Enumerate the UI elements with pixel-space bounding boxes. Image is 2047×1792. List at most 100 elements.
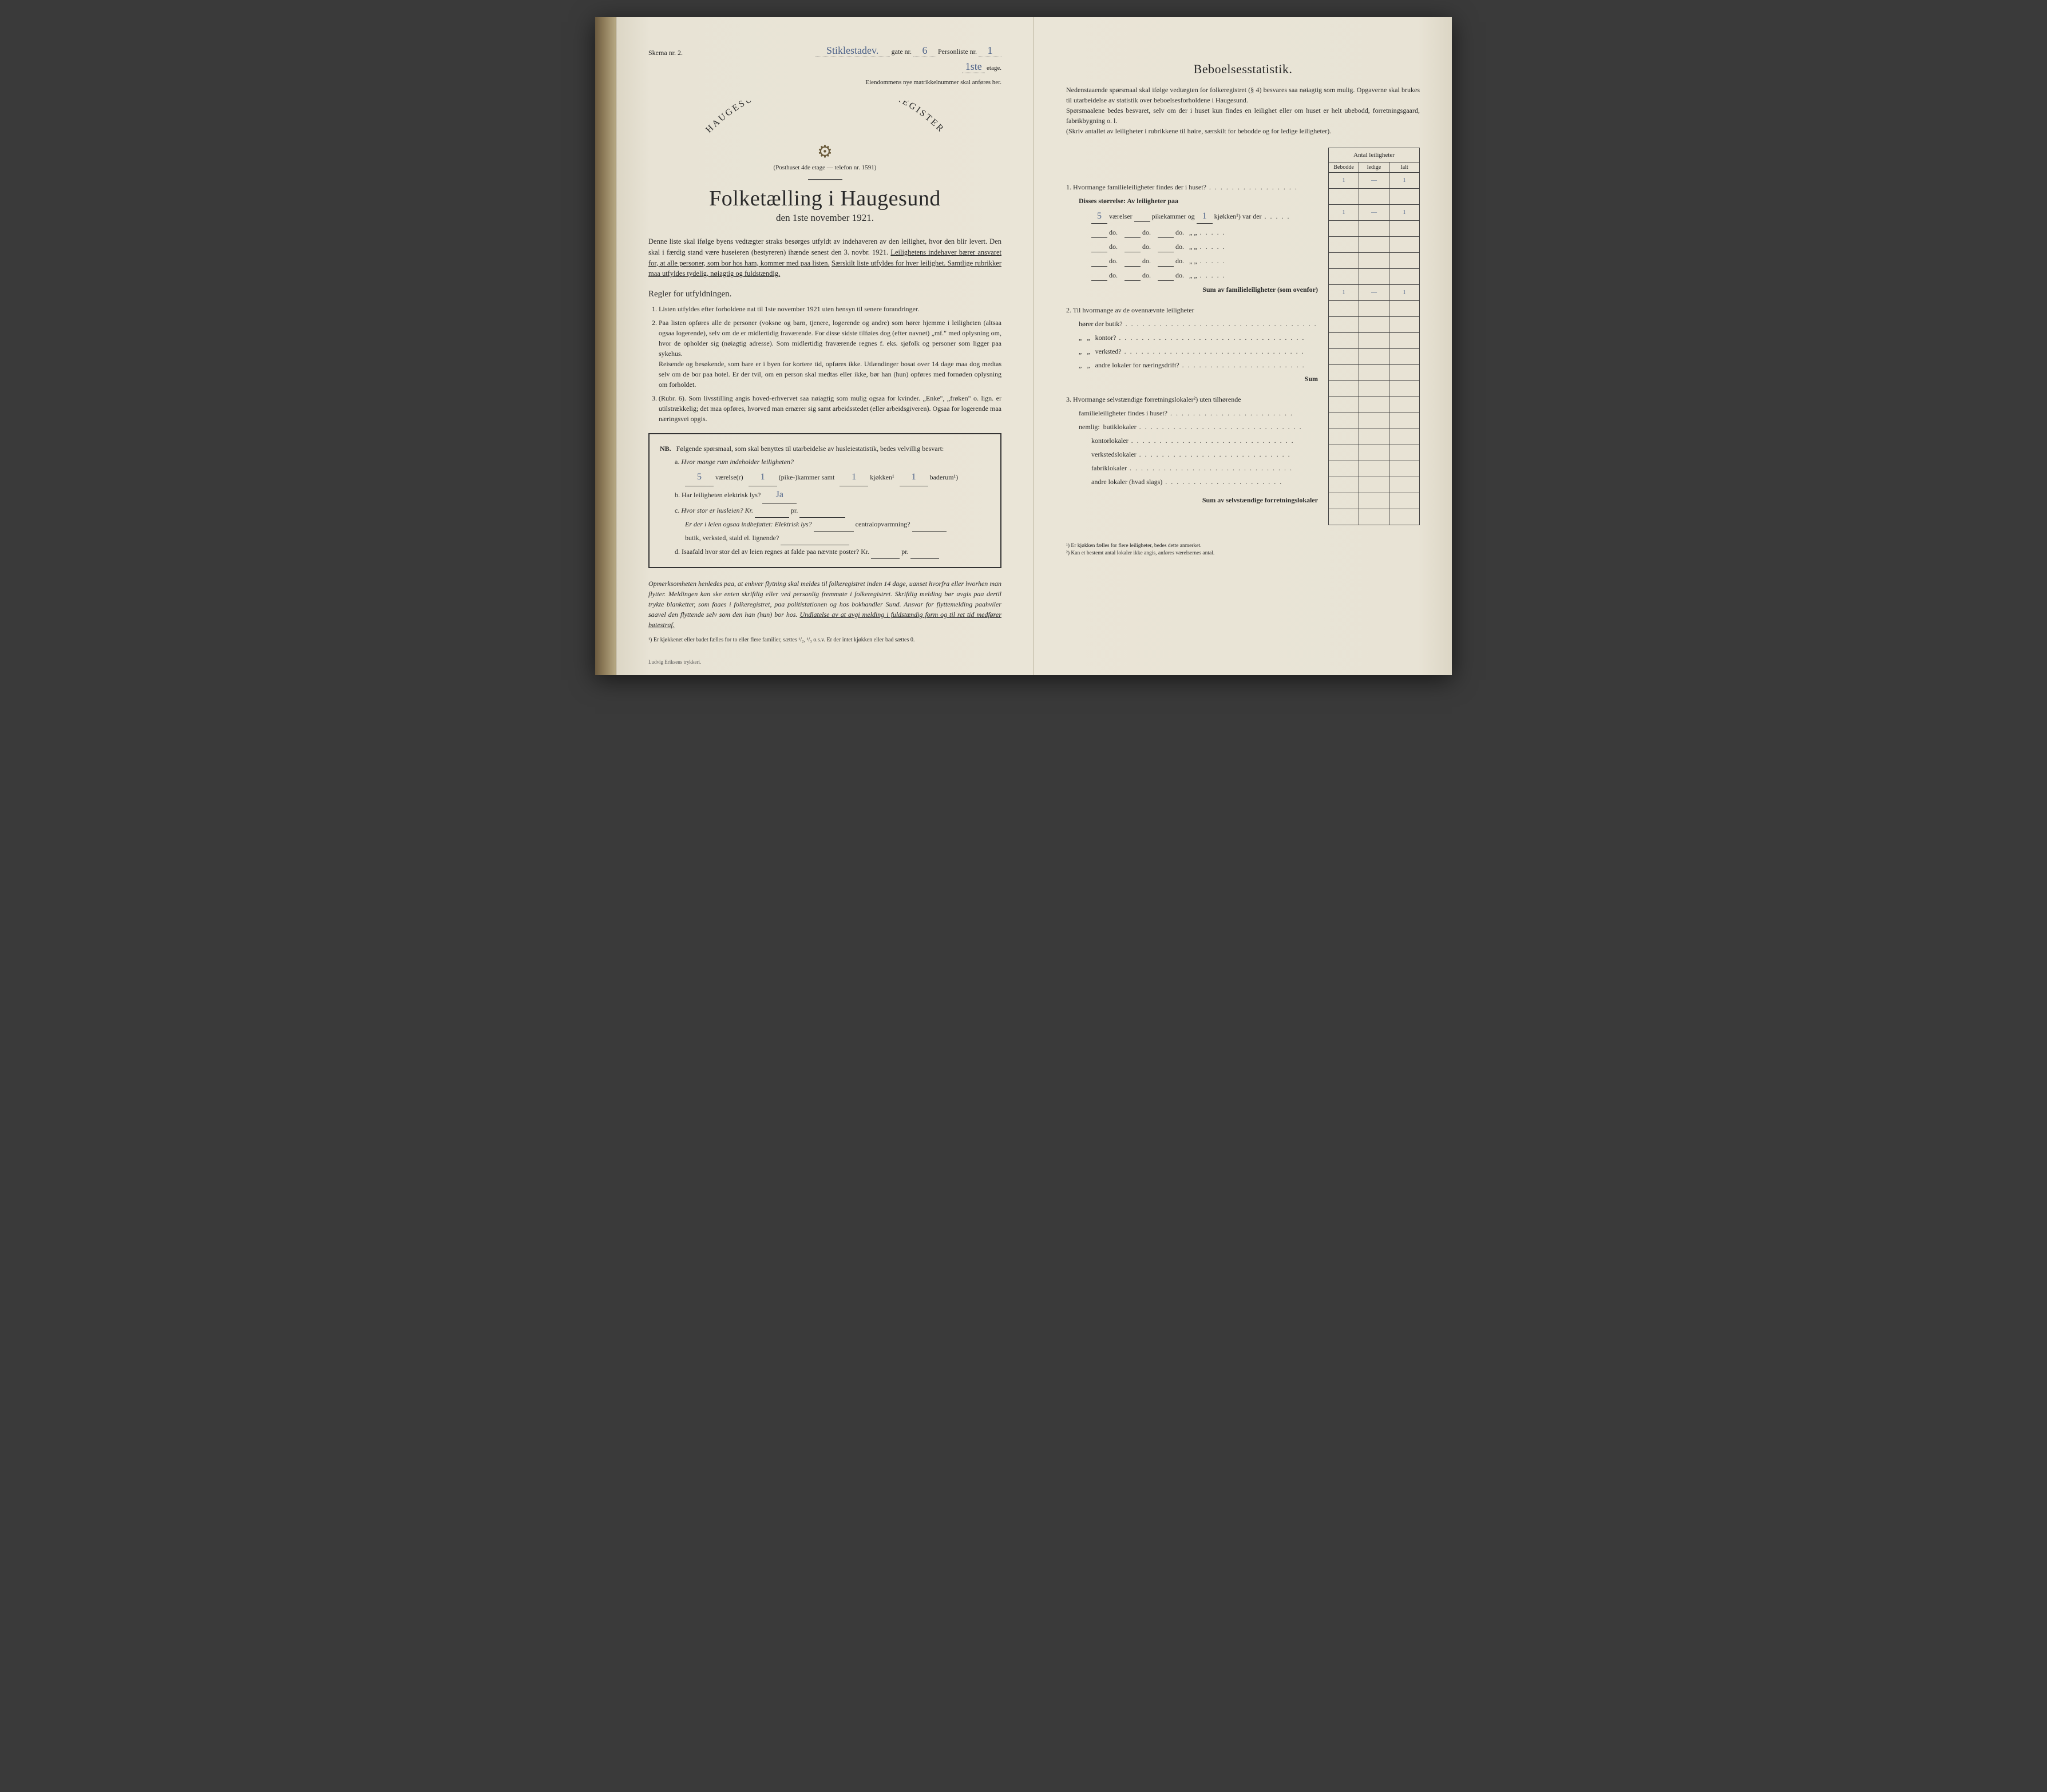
q2a: hører der butik? . . . . . . . . . . . .… xyxy=(1066,319,1323,329)
right-page: Beboelsesstatistik. Nedenstaaende spørsm… xyxy=(1034,17,1452,675)
nb-label: NB. xyxy=(660,445,671,453)
street-handwritten: Stiklestadev. xyxy=(815,45,890,57)
nb-pike: 1 xyxy=(749,469,777,486)
stats-questions: 1. Hvormange familieleiligheter findes d… xyxy=(1066,148,1323,509)
gate-value: 6 xyxy=(913,45,936,57)
row-do-4: do. do. do. „ „ . . . . . xyxy=(1066,270,1323,281)
rules-list: Listen utfyldes efter forholdene nat til… xyxy=(648,304,1001,424)
main-title: Folketælling i Haugesund xyxy=(648,186,1001,211)
table-row xyxy=(1329,429,1420,445)
etage-value: 1ste xyxy=(962,61,985,73)
book-spine xyxy=(595,17,616,675)
matrikkel-note: Eiendommens nye matrikkelnummer skal anf… xyxy=(648,79,1001,86)
table-row xyxy=(1329,413,1420,429)
etage-row: 1ste etage. xyxy=(648,61,1001,73)
table-row xyxy=(1329,269,1420,285)
nb-b: Har leiligheten elektrisk lys? xyxy=(682,491,761,499)
arched-title: HAUGESUNDS KOMMUNALE FOLKEREGISTER xyxy=(648,101,1001,141)
col-bebodde: Bebodde xyxy=(1329,162,1359,173)
table-row xyxy=(1329,477,1420,493)
nb-rooms: 5 xyxy=(685,469,714,486)
q2b: „ „ kontor? . . . . . . . . . . . . . . … xyxy=(1066,332,1323,343)
personliste-label: Personliste nr. xyxy=(938,47,977,55)
header-fields: Stiklestadev. gate nr. 6 Personliste nr.… xyxy=(815,45,1001,57)
col-ialt: Ialt xyxy=(1389,162,1420,173)
table-row xyxy=(1329,493,1420,509)
table-row xyxy=(1329,301,1420,317)
table-row xyxy=(1329,445,1420,461)
table-row xyxy=(1329,397,1420,413)
sub-title: den 1ste november 1921. xyxy=(648,212,1001,224)
posthuset-line: (Posthuset 4de etage — telefon nr. 1591) xyxy=(648,164,1001,171)
etage-label: etage. xyxy=(987,65,1001,72)
document-spread: Skema nr. 2. Stiklestadev. gate nr. 6 Pe… xyxy=(595,17,1452,675)
table-row xyxy=(1329,509,1420,525)
q2: 2. Til hvormange av de ovennævnte leilig… xyxy=(1066,305,1323,315)
table-row xyxy=(1329,221,1420,237)
crest-icon: ⚙︎ xyxy=(648,142,1001,162)
table-row: 1—1 xyxy=(1329,285,1420,301)
footnote-left: ¹) Er kjøkkenet eller badet fælles for t… xyxy=(648,637,1001,643)
table-row xyxy=(1329,237,1420,253)
nb-intro: Følgende spørsmaal, som skal benyttes ti… xyxy=(676,445,944,453)
stats-table: Antal leiligheter Bebodde ledige Ialt 1—… xyxy=(1328,148,1420,525)
table-row xyxy=(1329,381,1420,397)
table-row xyxy=(1329,189,1420,205)
q1: 1. Hvormange familieleiligheter findes d… xyxy=(1066,182,1323,192)
q3-4: fabriklokaler . . . . . . . . . . . . . … xyxy=(1066,463,1323,473)
nb-a: Hvor mange rum indeholder leiligheten? xyxy=(681,458,794,466)
rule-3: (Rubr. 6). Som livsstilling angis hoved-… xyxy=(659,393,1001,424)
table-row: 1—1 xyxy=(1329,205,1420,221)
sum-fam: Sum av familieleiligheter (som ovenfor) xyxy=(1066,284,1323,295)
table-row xyxy=(1329,349,1420,365)
sum3: Sum av selvstændige forretningslokaler xyxy=(1066,495,1323,505)
header-row: Skema nr. 2. Stiklestadev. gate nr. 6 Pe… xyxy=(648,45,1001,57)
nb-bad: 1 xyxy=(900,469,928,486)
nb-c2: Er der i leien ogsaa indbefattet: Elektr… xyxy=(685,520,812,528)
nb-c: Hvor stor er husleien? Kr. xyxy=(681,506,753,514)
table-row xyxy=(1329,365,1420,381)
q2c: „ „ verksted? . . . . . . . . . . . . . … xyxy=(1066,346,1323,356)
stats-wrapper: 1. Hvormange familieleiligheter findes d… xyxy=(1066,148,1420,525)
gate-label: gate nr. xyxy=(892,47,912,55)
table-header: Antal leiligheter xyxy=(1329,148,1420,162)
row-do-1: do. do. do. „ „ . . . . . xyxy=(1066,227,1323,238)
row-do-3: do. do. do. „ „ . . . . . xyxy=(1066,256,1323,267)
nb-b-value: Ja xyxy=(762,486,797,504)
printer-credit: Ludvig Eriksens trykkeri. xyxy=(648,659,701,665)
arch-text: HAUGESUNDS KOMMUNALE FOLKEREGISTER xyxy=(704,101,947,135)
q3-3: verkstedslokaler . . . . . . . . . . . .… xyxy=(1066,449,1323,459)
nb-kjokken: 1 xyxy=(840,469,868,486)
rule-2: Paa listen opføres alle de personer (vok… xyxy=(659,318,1001,390)
nb-d: Isaafald hvor stor del av leien regnes a… xyxy=(682,548,869,556)
fn2: ²) Kan et bestemt antal lokaler ikke ang… xyxy=(1066,550,1420,557)
q3: 3. Hvormange selvstændige forretningslok… xyxy=(1066,394,1323,405)
table-row xyxy=(1329,333,1420,349)
q2d: „ „ andre lokaler for næringsdrift? . . … xyxy=(1066,360,1323,370)
sum2: Sum xyxy=(1066,374,1323,384)
q1-size: Disses størrelse: Av leiligheter paa xyxy=(1079,197,1178,205)
notice-para: Opmerksomheten henledes paa, at enhver f… xyxy=(648,578,1001,630)
divider xyxy=(808,179,842,180)
table-row xyxy=(1329,253,1420,269)
q3-2: kontorlokaler . . . . . . . . . . . . . … xyxy=(1066,435,1323,446)
col-ledige: ledige xyxy=(1359,162,1389,173)
svg-text:HAUGESUNDS KOMMUNALE FOLKEREGI: HAUGESUNDS KOMMUNALE FOLKEREGISTER xyxy=(704,101,947,135)
nb-box: NB. Følgende spørsmaal, som skal benytte… xyxy=(648,433,1001,568)
left-page: Skema nr. 2. Stiklestadev. gate nr. 6 Pe… xyxy=(616,17,1034,675)
table-row xyxy=(1329,317,1420,333)
right-intro: Nedenstaaende spørsmaal skal ifølge vedt… xyxy=(1066,85,1420,136)
row-1: 5 værelser pikekammer og 1 kjøkken¹) var… xyxy=(1066,209,1323,224)
personliste-value: 1 xyxy=(979,45,1001,57)
skema-label: Skema nr. 2. xyxy=(648,49,683,57)
intro-para-1: Denne liste skal ifølge byens vedtægter … xyxy=(648,236,1001,279)
right-title: Beboelsesstatistik. xyxy=(1066,62,1420,77)
row-do-2: do. do. do. „ „ . . . . . xyxy=(1066,241,1323,252)
table-row: 1—1 xyxy=(1329,173,1420,189)
rule-1: Listen utfyldes efter forholdene nat til… xyxy=(659,304,1001,314)
q3-nemlig: nemlig: butiklokaler . . . . . . . . . .… xyxy=(1066,422,1323,432)
q3b: familieleiligheter findes i huset? . . .… xyxy=(1066,408,1323,418)
right-footnotes: ¹) Er kjøkken fælles for flere leilighet… xyxy=(1066,542,1420,558)
table-row xyxy=(1329,461,1420,477)
nb-c3: butik, verksted, stald el. lignende? xyxy=(685,534,779,542)
